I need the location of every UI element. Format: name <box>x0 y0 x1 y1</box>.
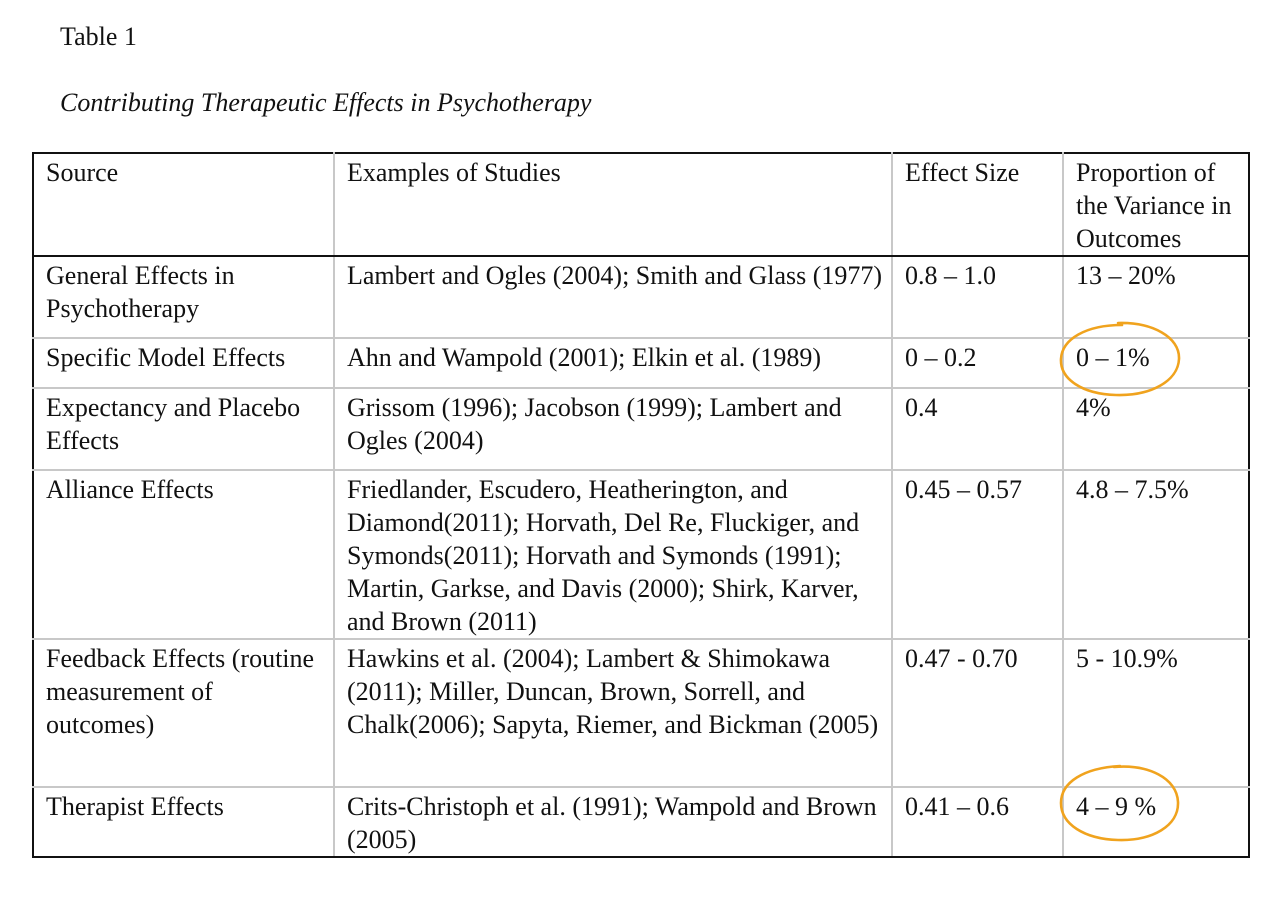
header-examples: Examples of Studies <box>333 152 893 257</box>
cell-effect-size: 0.47 - 0.70 <box>891 638 1064 788</box>
table-title: Contributing Therapeutic Effects in Psyc… <box>60 88 592 117</box>
effects-table: Source Examples of Studies Effect Size P… <box>32 152 1250 858</box>
cell-source: Alliance Effects <box>32 469 335 640</box>
table-row: Feedback Effects (routine measurement of… <box>32 638 1250 788</box>
cell-effect-size: 0.45 – 0.57 <box>891 469 1064 640</box>
proportion-text: 4 – 9 % <box>1076 792 1157 821</box>
cell-source: Therapist Effects <box>32 786 335 858</box>
cell-source: Expectancy and Placebo Effects <box>32 387 335 471</box>
cell-proportion: 13 – 20% <box>1062 255 1250 339</box>
header-effect-size: Effect Size <box>891 152 1064 257</box>
cell-examples: Crits-Christoph et al. (1991); Wampold a… <box>333 786 893 858</box>
cell-examples: Ahn and Wampold (2001); Elkin et al. (19… <box>333 337 893 389</box>
header-source: Source <box>32 152 335 257</box>
cell-source: Specific Model Effects <box>32 337 335 389</box>
circled-value: 4 – 9 % <box>1059 764 1180 842</box>
cell-examples: Hawkins et al. (2004); Lambert & Shimoka… <box>333 638 893 788</box>
cell-examples: Friedlander, Escudero, Heatherington, an… <box>333 469 893 640</box>
table-row: Alliance Effects Friedlander, Escudero, … <box>32 469 1250 640</box>
cell-examples: Lambert and Ogles (2004); Smith and Glas… <box>333 255 893 339</box>
proportion-text: 0 – 1% <box>1076 343 1150 372</box>
cell-proportion: 4.8 – 7.5% <box>1062 469 1250 640</box>
cell-proportion: 4 – 9 % <box>1059 764 1250 858</box>
cell-proportion: 5 - 10.9% <box>1062 638 1250 788</box>
header-proportion: Proportion of the Variance in Outcomes <box>1062 152 1250 257</box>
cell-examples: Grissom (1996); Jacobson (1999); Lambert… <box>333 387 893 471</box>
circled-value: 0 – 1% <box>1059 321 1181 397</box>
table-number: Table 1 <box>60 22 137 51</box>
cell-proportion: 0 – 1% <box>1059 321 1250 397</box>
cell-effect-size: 0 – 0.2 <box>891 337 1064 389</box>
cell-effect-size: 0.41 – 0.6 <box>891 786 1064 858</box>
cell-proportion: 4% <box>1062 387 1250 471</box>
cell-effect-size: 0.8 – 1.0 <box>891 255 1064 339</box>
cell-effect-size: 0.4 <box>891 387 1064 471</box>
table-row: General Effects in Psychotherapy Lambert… <box>32 255 1250 339</box>
cell-source: General Effects in Psychotherapy <box>32 255 335 339</box>
table-header-row: Source Examples of Studies Effect Size P… <box>32 152 1250 257</box>
table-row: Therapist Effects Crits-Christoph et al.… <box>32 764 1250 858</box>
table-row: Expectancy and Placebo Effects Grissom (… <box>32 387 1250 471</box>
table-row: Specific Model Effects Ahn and Wampold (… <box>32 321 1250 397</box>
cell-source: Feedback Effects (routine measurement of… <box>32 638 335 788</box>
